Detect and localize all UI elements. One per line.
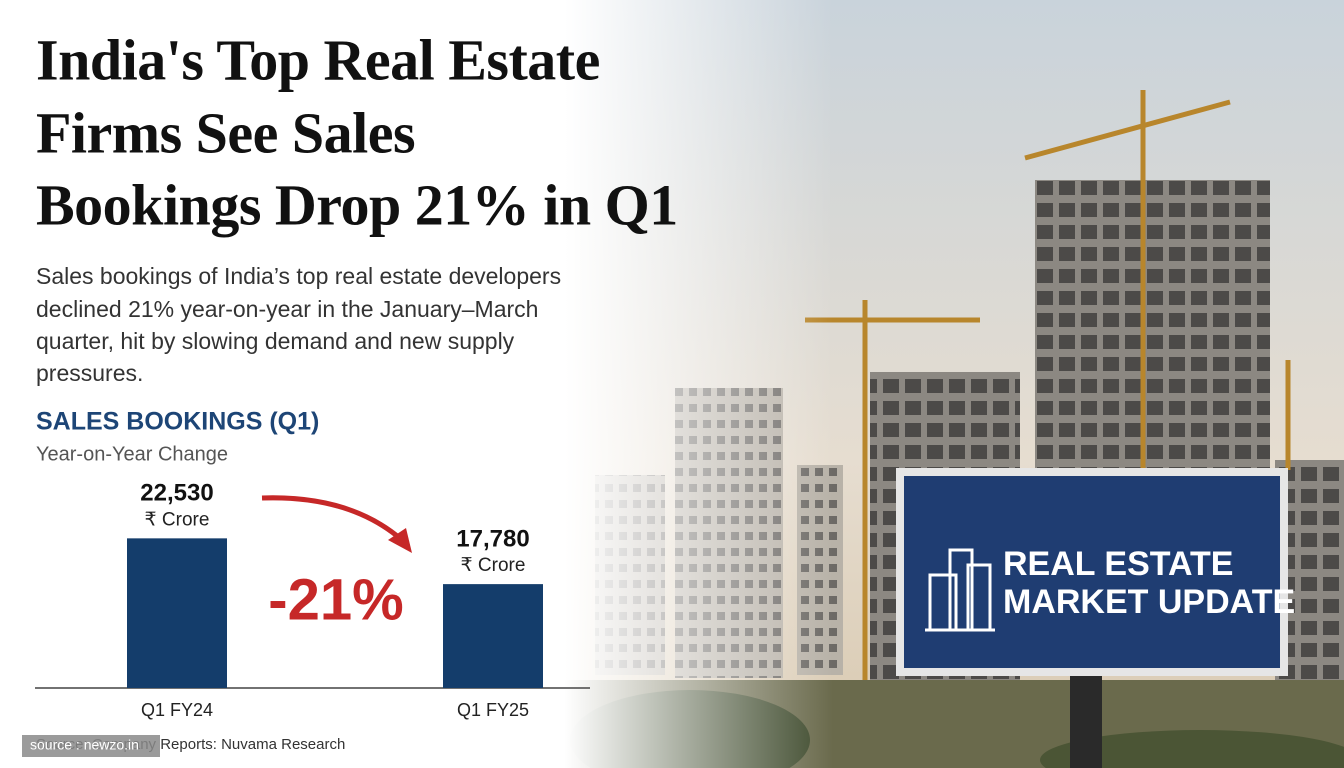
x-tick-label: Q1 FY24 — [141, 700, 213, 720]
arrow — [261, 495, 404, 542]
chart-subtitle: Year-on-Year Change — [36, 443, 228, 465]
bar — [127, 538, 227, 688]
annotation: -21% — [268, 567, 403, 632]
description: quarter, hit by slowing demand and new s… — [36, 328, 515, 354]
headline: India's Top Real Estate — [36, 27, 600, 92]
chart-title: SALES BOOKINGS (Q1) — [36, 408, 319, 436]
description: Sales bookings of India’s top real estat… — [36, 263, 561, 289]
headline: Firms See Sales — [36, 100, 415, 165]
watermark-box — [22, 735, 160, 757]
billboard-text: MARKET UPDATE — [1003, 583, 1295, 621]
value-label: 17,780 — [456, 525, 529, 552]
arrow-head — [388, 528, 412, 553]
watermark: source : newzo.in — [30, 737, 139, 753]
unit-label: ₹ Crore — [461, 555, 526, 576]
x-tick-label: Q1 FY25 — [457, 700, 529, 720]
description: pressures. — [36, 360, 143, 386]
bar — [443, 584, 543, 688]
description: declined 21% year-on-year in the January… — [36, 296, 538, 322]
value-label: 22,530 — [140, 480, 213, 507]
headline: Bookings Drop 21% in Q1 — [36, 172, 678, 237]
billboard-text: REAL ESTATE — [1003, 545, 1233, 583]
unit-label: ₹ Crore — [145, 509, 210, 530]
